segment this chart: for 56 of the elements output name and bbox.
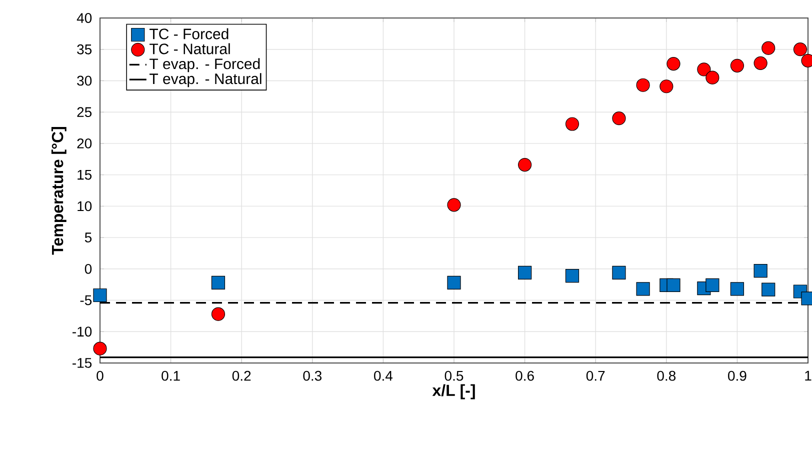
point [706, 278, 720, 292]
point [697, 62, 711, 76]
point [730, 58, 744, 72]
point [754, 56, 768, 70]
x-tick-label: 0.9 [728, 370, 746, 381]
y-tick-label: 15 [78, 170, 92, 180]
legend-label: T evap. - Natural [150, 73, 262, 88]
point [612, 112, 626, 126]
y-tick-label: -15 [72, 358, 92, 368]
point [762, 41, 776, 55]
point [93, 288, 107, 302]
point [612, 266, 626, 280]
legend-label: TC - Natural [150, 43, 230, 54]
point [565, 269, 580, 283]
point [762, 282, 776, 296]
y-tick-label: 20 [77, 138, 92, 148]
point [518, 158, 532, 172]
point [447, 276, 461, 290]
x-tick-label: 0.2 [232, 370, 251, 381]
y-tick-label: 10 [78, 201, 92, 212]
point [793, 42, 808, 56]
point [754, 264, 768, 278]
x-tick-label: 0.5 [444, 370, 464, 381]
y-tick-label: 0 [84, 264, 92, 274]
point [636, 78, 650, 92]
y-tick-label: -10 [72, 326, 92, 337]
legend-label: TC - Forced [150, 28, 228, 40]
point [211, 307, 226, 321]
point [730, 282, 744, 296]
y-axis-title: Temperature [°C] [51, 127, 66, 255]
y-tick-label: 40 [76, 13, 92, 23]
x-tick-label: 0.8 [657, 370, 676, 381]
point [565, 117, 580, 131]
point [666, 56, 680, 71]
y-tick-label: 5 [84, 232, 92, 242]
x-axis-title: x/L [-] [432, 384, 475, 400]
x-tick-label: 0 [96, 370, 104, 381]
x-tick-label: 0.3 [303, 370, 322, 381]
x-tick-label: 0.4 [374, 370, 393, 381]
point [666, 278, 680, 292]
x-tick-label: 0.1 [162, 370, 180, 381]
point [636, 282, 650, 296]
legend-label: T evap. - Forced [150, 58, 260, 72]
point [93, 342, 107, 356]
x-tick-label: 1 [805, 370, 812, 380]
point [211, 276, 226, 290]
point [660, 80, 674, 94]
point [447, 198, 461, 212]
point [518, 266, 532, 280]
y-tick-label: 30 [77, 76, 92, 86]
y-tick-label: 35 [77, 44, 92, 54]
x-tick-label: 0.7 [586, 370, 605, 381]
y-tick-label: 25 [77, 107, 92, 118]
y-tick-label: -5 [80, 295, 92, 306]
x-tick-label: 0.6 [516, 370, 534, 381]
point [706, 70, 720, 84]
